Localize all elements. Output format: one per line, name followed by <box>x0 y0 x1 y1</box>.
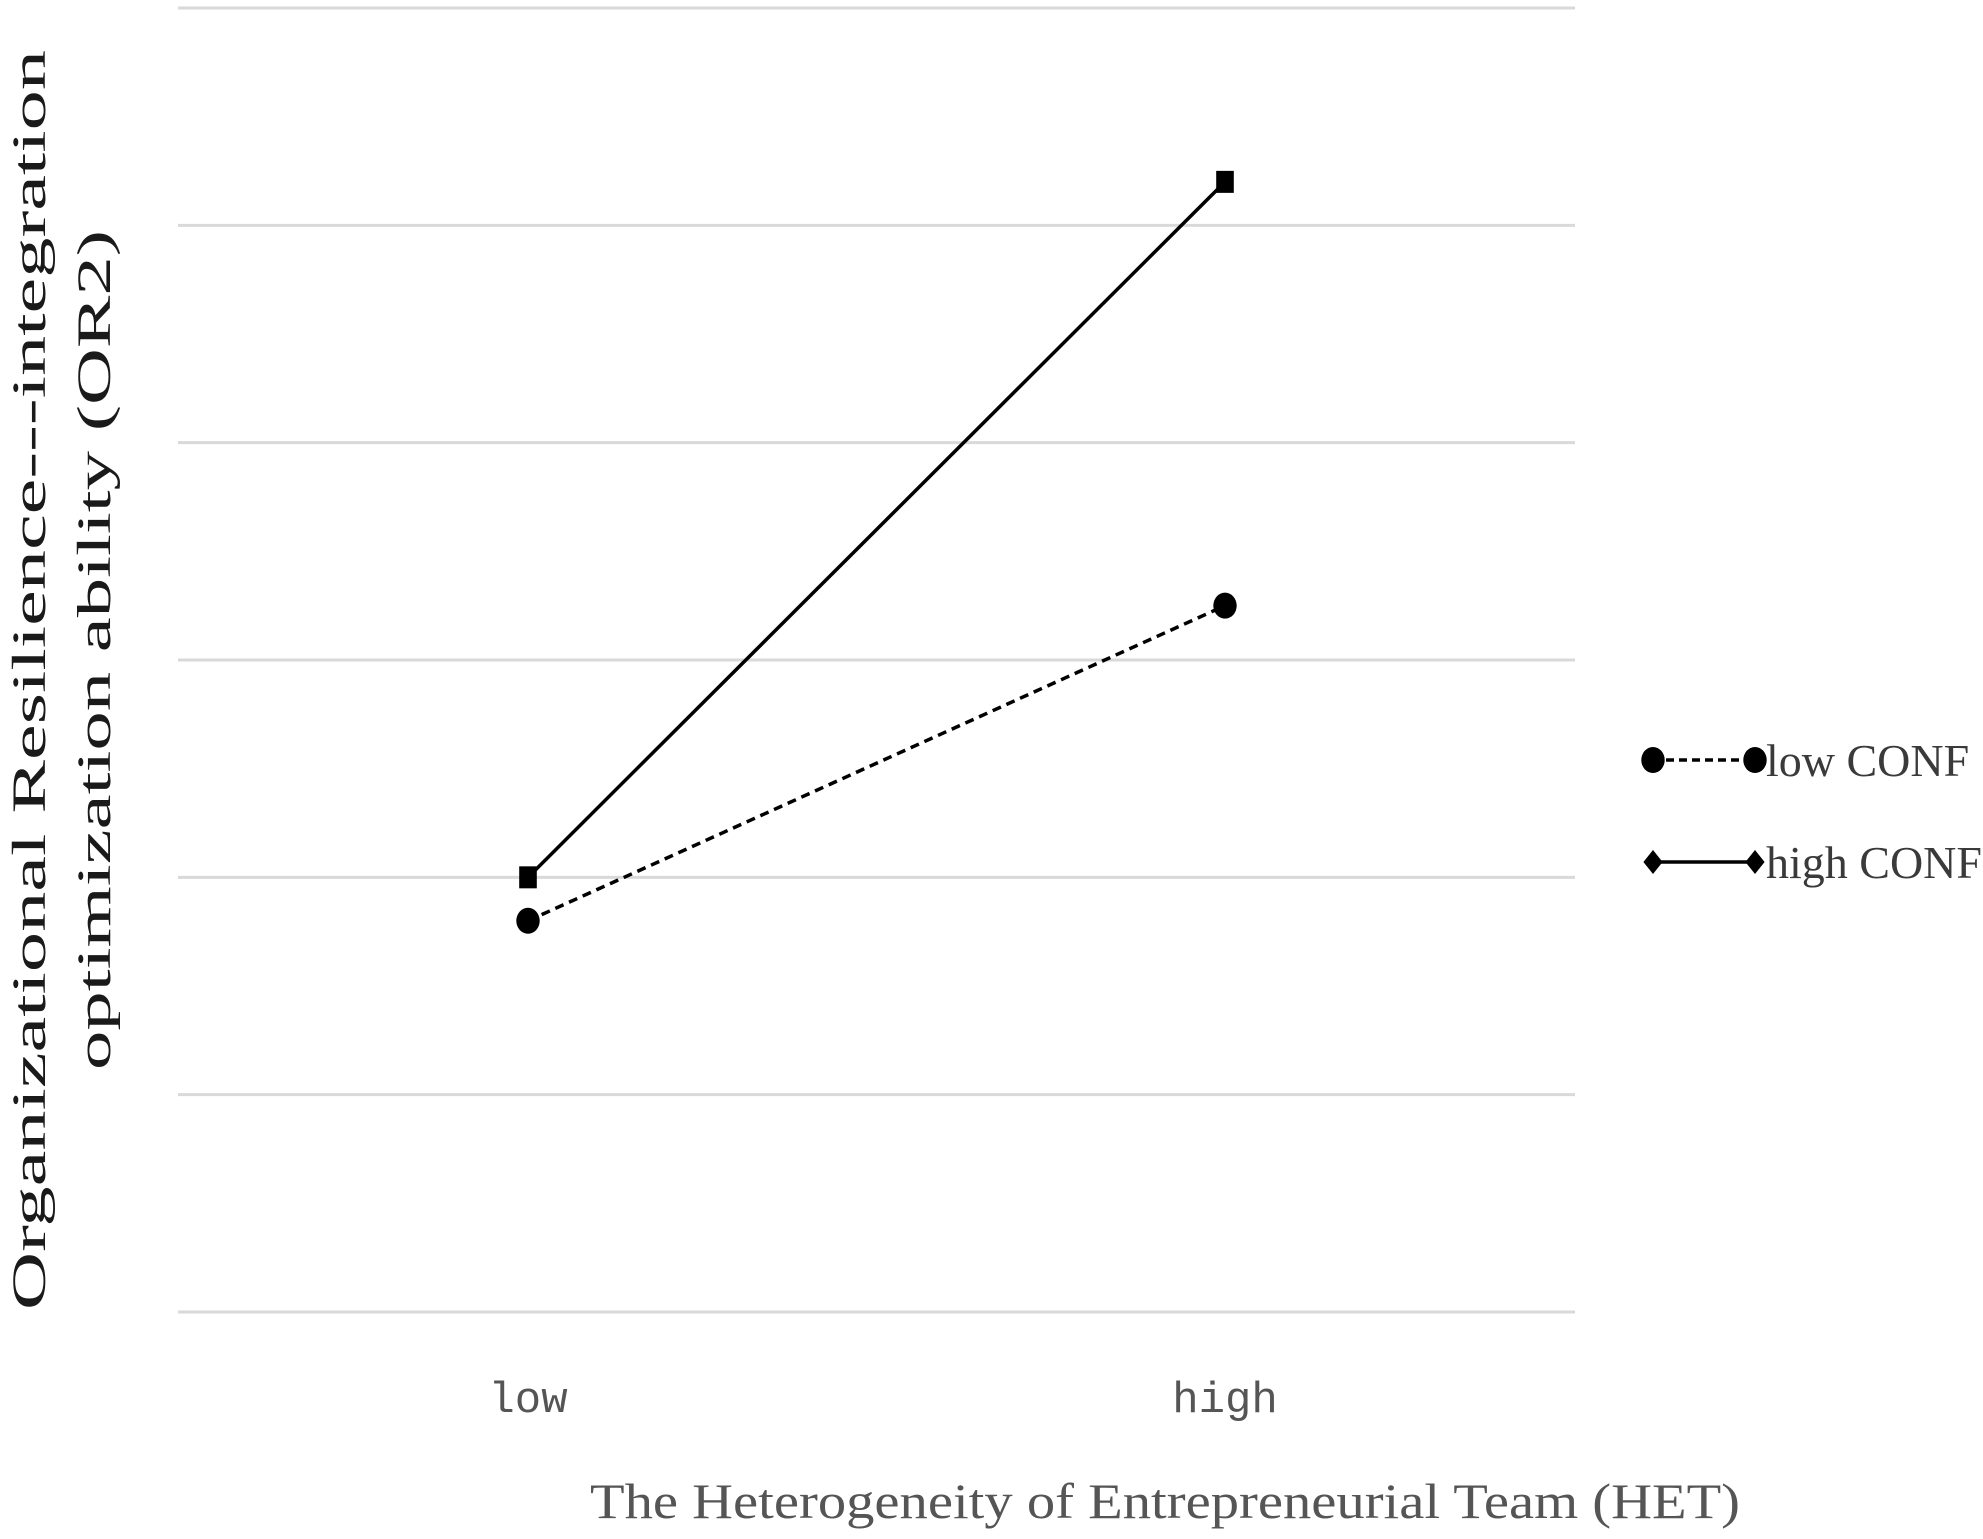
legend-marker <box>1745 850 1765 874</box>
legend-swatch-high-conf <box>1643 850 1765 874</box>
y-axis-title: Organizational Resilience---integration … <box>3 50 121 1310</box>
series-line <box>526 180 1227 879</box>
gridlines <box>178 6 1575 1314</box>
x-tick-high: high <box>1172 1376 1278 1426</box>
legend-label-low-conf: low CONF <box>1766 735 1969 786</box>
legend-marker <box>1743 747 1767 773</box>
data-point <box>519 866 537 889</box>
data-point <box>1216 170 1234 193</box>
x-tick-labels: low high <box>488 1376 1277 1426</box>
legend: low CONF high CONF <box>1641 735 1982 888</box>
legend-marker <box>1643 850 1663 874</box>
legend-swatch-low-conf <box>1641 747 1767 773</box>
legend-item-low-conf: low CONF <box>1641 735 1969 786</box>
series-low-conf <box>516 592 1237 934</box>
y-axis-title-line-2: optimization ability (OR2) <box>68 230 121 1070</box>
legend-item-high-conf: high CONF <box>1643 837 1982 888</box>
legend-marker <box>1641 747 1665 773</box>
series-line <box>527 604 1226 923</box>
series-high-conf <box>519 170 1234 889</box>
legend-label-high-conf: high CONF <box>1766 837 1982 888</box>
x-axis-title: The Heterogeneity of Entrepreneurial Tea… <box>590 1473 1740 1529</box>
y-axis-title-line-1: Organizational Resilience---integration <box>3 50 56 1310</box>
series-layer <box>516 170 1237 934</box>
x-tick-low: low <box>488 1376 567 1426</box>
data-point <box>1213 592 1237 619</box>
data-point <box>516 907 540 934</box>
